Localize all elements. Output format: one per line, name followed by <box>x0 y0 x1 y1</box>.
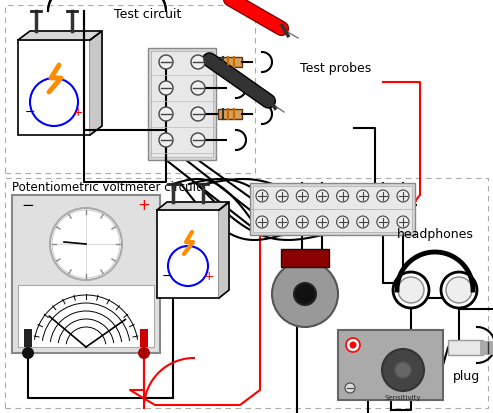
Circle shape <box>159 81 173 95</box>
Circle shape <box>22 347 34 359</box>
Circle shape <box>138 347 150 359</box>
Bar <box>281 249 329 267</box>
Circle shape <box>357 216 369 228</box>
Circle shape <box>377 216 389 228</box>
Text: +: + <box>204 270 214 282</box>
Circle shape <box>276 190 288 202</box>
Bar <box>338 330 443 400</box>
Circle shape <box>397 190 409 202</box>
Circle shape <box>446 277 472 303</box>
Circle shape <box>159 55 173 69</box>
Circle shape <box>350 342 356 349</box>
Bar <box>157 210 219 298</box>
Circle shape <box>168 246 208 286</box>
Polygon shape <box>157 202 229 210</box>
Circle shape <box>191 133 205 147</box>
Circle shape <box>395 362 411 378</box>
Text: +: + <box>138 197 150 213</box>
Bar <box>5 178 488 408</box>
Circle shape <box>256 216 268 228</box>
Circle shape <box>191 107 205 121</box>
Polygon shape <box>90 31 102 135</box>
Bar <box>18 285 154 347</box>
Circle shape <box>159 107 173 121</box>
Circle shape <box>159 133 173 147</box>
Circle shape <box>346 338 360 352</box>
Circle shape <box>52 210 120 278</box>
Circle shape <box>294 283 316 305</box>
Text: −: − <box>162 270 172 282</box>
Circle shape <box>337 190 349 202</box>
Bar <box>140 329 148 347</box>
Circle shape <box>296 190 308 202</box>
Text: plug: plug <box>453 370 480 383</box>
Text: −: − <box>22 197 35 213</box>
Bar <box>151 51 213 157</box>
Circle shape <box>345 383 355 393</box>
Text: Sensitivity: Sensitivity <box>385 395 421 401</box>
Text: −: − <box>25 105 35 119</box>
Bar <box>24 329 32 347</box>
Text: Potentiometric voltmeter circuit: Potentiometric voltmeter circuit <box>12 181 201 194</box>
Bar <box>253 186 412 232</box>
Text: Test circuit: Test circuit <box>114 8 182 21</box>
Bar <box>5 5 255 173</box>
Bar <box>218 57 242 67</box>
Polygon shape <box>219 202 229 298</box>
Circle shape <box>357 190 369 202</box>
Circle shape <box>191 81 205 95</box>
Circle shape <box>382 349 424 391</box>
Circle shape <box>377 190 389 202</box>
Bar <box>448 340 483 355</box>
Bar <box>12 195 160 353</box>
Circle shape <box>276 216 288 228</box>
Text: +: + <box>72 105 83 119</box>
Polygon shape <box>18 31 102 40</box>
Bar <box>18 40 90 135</box>
Circle shape <box>398 277 424 303</box>
Circle shape <box>30 78 78 126</box>
Circle shape <box>317 216 328 228</box>
Circle shape <box>393 272 429 308</box>
Bar <box>218 109 242 119</box>
Circle shape <box>191 55 205 69</box>
Circle shape <box>272 261 338 327</box>
Circle shape <box>397 216 409 228</box>
Bar <box>250 183 415 235</box>
Circle shape <box>441 272 477 308</box>
Circle shape <box>50 208 122 280</box>
Circle shape <box>296 216 308 228</box>
Circle shape <box>256 190 268 202</box>
Text: headphones: headphones <box>396 228 473 241</box>
Circle shape <box>317 190 328 202</box>
Text: Test probes: Test probes <box>300 62 371 75</box>
Bar <box>148 48 216 160</box>
Circle shape <box>337 216 349 228</box>
